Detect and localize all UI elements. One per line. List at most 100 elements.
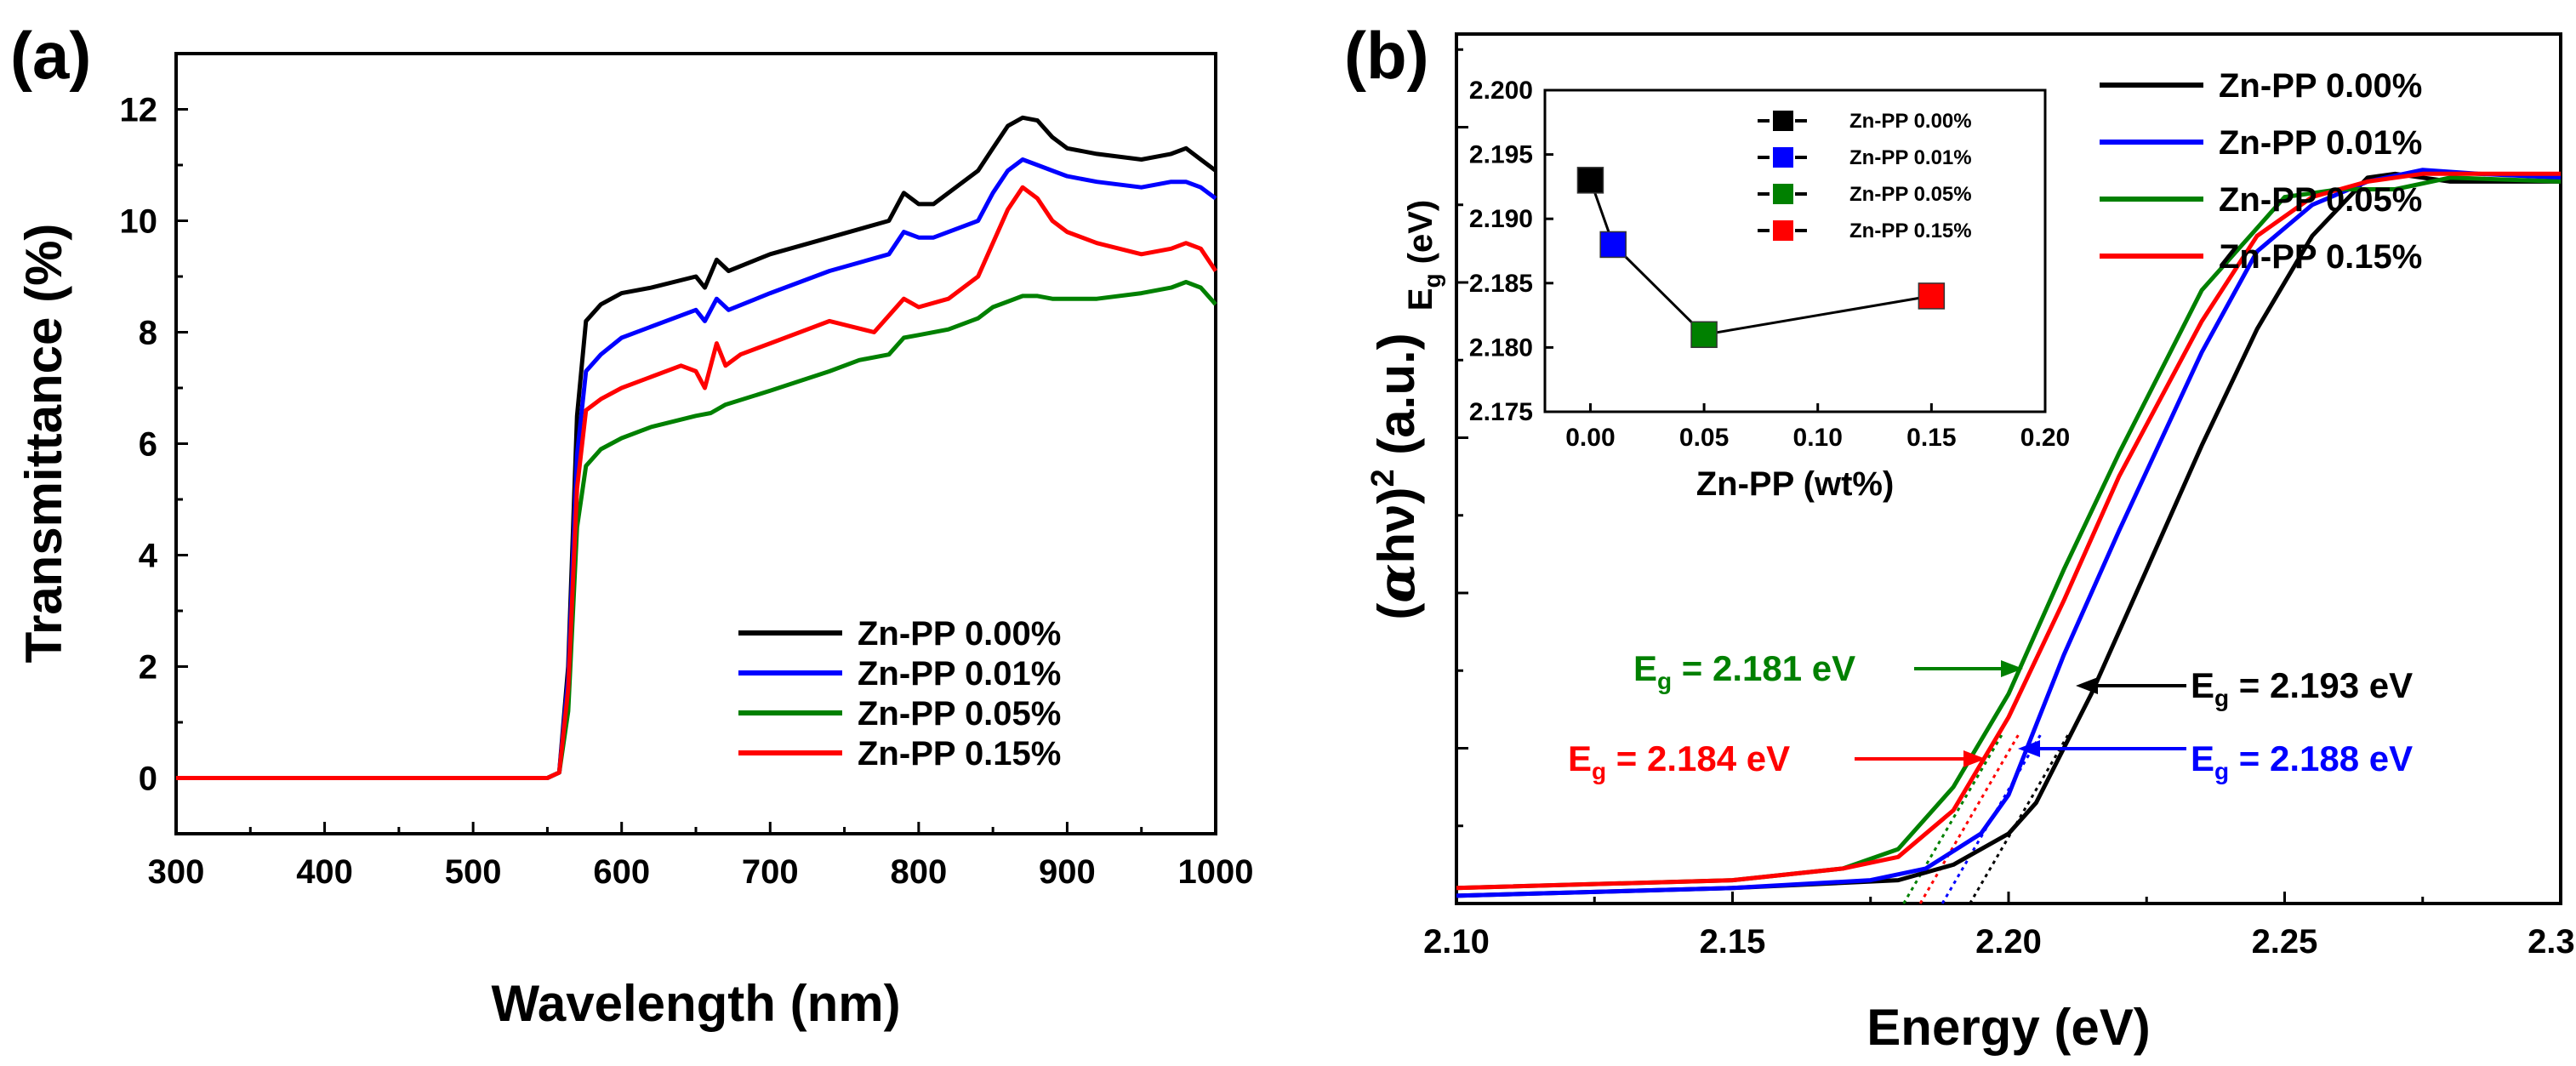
panel-a-x-tick-label: 600 <box>593 853 650 891</box>
panel-a-x-title: Wavelength (nm) <box>491 975 900 1032</box>
legend-b-label-000: Zn-PP 0.00% <box>2219 67 2422 105</box>
extrapolation-line-zn001 <box>1941 732 2043 904</box>
inset-frame <box>1543 88 2047 413</box>
annot-000-value: = 2.193 eV <box>2229 665 2413 705</box>
panel-a-legend: Zn-PP 0.00% Zn-PP 0.01% Zn-PP 0.05% Zn-P… <box>738 615 1061 772</box>
panel-a-x-tick-label: 400 <box>296 853 353 891</box>
y-title-part-0: ( <box>1368 603 1425 620</box>
annot-001-sub: g <box>2214 758 2229 784</box>
inset-y-ticks: 2.175 2.180 2.185 2.190 2.195 2.200 <box>1469 77 1553 426</box>
panel-b-series-line-zn000 <box>1456 171 2561 898</box>
legend-b-label-001: Zn-PP 0.01% <box>2219 124 2422 162</box>
panel-a-series-line-zn001 <box>176 157 1217 780</box>
panel-b-x-tick-label: 2.30 <box>2528 923 2576 961</box>
panel-a-y-tick-label: 6 <box>139 426 157 464</box>
annotation-eg-000: Eg = 2.193 eV <box>2191 665 2413 711</box>
panel-a-x-tick-label: 800 <box>890 853 947 891</box>
inset-x-tick-label: 0.20 <box>2020 424 2070 452</box>
annot-000-sub: g <box>2214 685 2229 711</box>
inset-x-tick-label: 0.10 <box>1793 424 1843 452</box>
inset-y-tick-label: 2.175 <box>1469 398 1533 426</box>
inset-y-tick-label: 2.190 <box>1469 205 1533 233</box>
inset-point-zn001 <box>1599 231 1627 259</box>
panel-a-series-line-zn000 <box>176 115 1217 780</box>
panel-b-legend: Zn-PP 0.00% Zn-PP 0.01% Zn-PP 0.05% Zn-P… <box>2100 67 2422 276</box>
annotation-arrowhead-005 <box>2001 660 2023 677</box>
inset-legend-marker-001 <box>1773 147 1793 168</box>
extrapolation-line-zn000 <box>1969 732 2071 904</box>
panel-a-x-tick-label: 300 <box>148 853 205 891</box>
inset-y-tick-label: 2.180 <box>1469 333 1533 362</box>
panel-b-series-line-zn015 <box>1456 171 2561 891</box>
annot-015-value: = 2.184 eV <box>1606 738 1790 778</box>
panel-b: (b) 2.10 2.15 2.20 2.25 2.30 Energy (eV) (αh… <box>1344 18 2576 1056</box>
panel-a-x-tick-label: 700 <box>742 853 799 891</box>
panel-b-x-tick-label: 2.20 <box>1975 923 2042 961</box>
annotation-arrowhead-000 <box>2076 677 2098 694</box>
legend-a-label-015: Zn-PP 0.15% <box>858 735 1061 772</box>
annot-001-value: = 2.188 eV <box>2229 738 2413 778</box>
panel-a-series-line-zn005 <box>176 280 1217 780</box>
panel-a-x-tick-label: 1000 <box>1178 853 1254 891</box>
panel-a-x-ticks: 300 400 500 600 700 800 900 1000 <box>148 822 1254 891</box>
legend-b-label-005: Zn-PP 0.05% <box>2219 181 2422 219</box>
inset-y-tick-label: 2.200 <box>1469 77 1533 105</box>
panel-a-series-line-zn015 <box>176 185 1218 780</box>
inset-legend-label-005: Zn-PP 0.05% <box>1849 183 1972 206</box>
inset-legend-label-001: Zn-PP 0.01% <box>1849 146 1972 169</box>
panel-a-y-tick-label: 4 <box>139 538 158 575</box>
y-title-superscript: 2 <box>1365 469 1401 487</box>
inset-point-zn000 <box>1576 167 1604 194</box>
panel-b-series-line-zn001 <box>1456 168 2562 898</box>
panel-a-y-tick-label: 8 <box>139 315 157 352</box>
inset-y-tick-label: 2.195 <box>1469 141 1533 169</box>
inset-x-tick-label: 0.15 <box>1906 424 1956 452</box>
panel-a-y-title: Transmittance (%) <box>15 224 72 664</box>
inset-y-title: Eg (eV) <box>1402 200 1445 311</box>
annotation-arrowhead-001 <box>2018 740 2040 757</box>
extrapolation-line-zn015 <box>1918 732 2021 904</box>
inset-y-title-unit: (eV) <box>1402 200 1439 274</box>
panel-a-y-tick-label: 10 <box>120 203 158 241</box>
legend-a-label-005: Zn-PP 0.05% <box>858 695 1061 733</box>
legend-b-label-015: Zn-PP 0.15% <box>2219 238 2422 276</box>
inset-y-title-e: E <box>1402 288 1439 311</box>
panel-b-y-ticks <box>1456 48 1468 828</box>
annotation-arrowhead-015 <box>1963 750 1986 767</box>
panel-b-x-title: Energy (eV) <box>1866 999 2150 1056</box>
panel-a-y-tick-label: 12 <box>120 92 158 129</box>
inset-x-title: Zn-PP (wt%) <box>1696 465 1895 503</box>
annotation-eg-001: Eg = 2.188 eV <box>2191 738 2413 784</box>
inset-x-tick-label: 0.05 <box>1679 424 1729 452</box>
annot-015-e: E <box>1568 738 1592 778</box>
panel-b-x-tick-label: 2.25 <box>2252 923 2318 961</box>
panel-a-y-tick-label: 0 <box>139 761 157 798</box>
inset-chart: 0.00 0.05 0.10 0.15 0.20 2.175 2.180 2.185 2.19… <box>1402 77 2070 503</box>
inset-y-tick-label: 2.185 <box>1469 270 1533 298</box>
inset-x-tick-label: 0.00 <box>1565 424 1615 452</box>
panel-a: (a) 300 400 500 600 700 800 900 1000 024681012 … <box>10 18 1253 1032</box>
annot-001-e: E <box>2191 738 2214 778</box>
panel-a-label: (a) <box>10 18 91 93</box>
annot-005-value: = 2.181 eV <box>1672 648 1855 688</box>
inset-connecting-line <box>1589 180 1932 336</box>
inset-x-ticks: 0.00 0.05 0.10 0.15 0.20 <box>1565 403 2070 452</box>
panel-b-y-title: (αhν)2 (a.u.) <box>1365 333 1427 619</box>
panel-b-series <box>1456 168 2562 898</box>
inset-legend-label-000: Zn-PP 0.00% <box>1849 110 1972 133</box>
panel-b-annotations: Eg = 2.181 eV Eg = 2.184 eV Eg = 2.193 e… <box>1568 648 2413 784</box>
panel-b-label: (b) <box>1344 18 1429 93</box>
inset-y-title-sub: g <box>1419 273 1445 288</box>
panel-a-x-tick-label: 900 <box>1039 853 1096 891</box>
panel-b-x-tick-label: 2.10 <box>1423 923 1490 961</box>
panel-a-y-tick-label: 2 <box>139 649 157 687</box>
y-title-unit: (a.u.) <box>1368 333 1425 469</box>
annotation-eg-015: Eg = 2.184 eV <box>1568 738 1790 784</box>
inset-legend: Zn-PP 0.00% Zn-PP 0.01% Zn-PP 0.05% Zn-P… <box>1758 110 1972 242</box>
inset-point-zn005 <box>1690 321 1718 349</box>
panel-b-series-line-zn005 <box>1456 175 2562 891</box>
panel-a-x-tick-label: 500 <box>445 853 502 891</box>
inset-legend-marker-005 <box>1773 184 1793 204</box>
panel-b-x-tick-label: 2.15 <box>1700 923 1766 961</box>
